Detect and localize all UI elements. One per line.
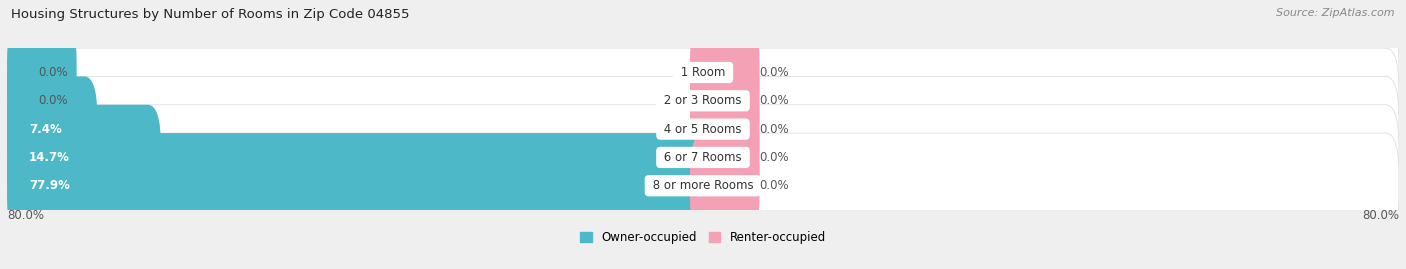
Text: 6 or 7 Rooms: 6 or 7 Rooms bbox=[661, 151, 745, 164]
Text: 77.9%: 77.9% bbox=[28, 179, 70, 192]
Text: 14.7%: 14.7% bbox=[28, 151, 70, 164]
Text: 0.0%: 0.0% bbox=[38, 94, 67, 107]
Text: 0.0%: 0.0% bbox=[759, 151, 789, 164]
FancyBboxPatch shape bbox=[7, 20, 76, 125]
FancyBboxPatch shape bbox=[690, 133, 759, 238]
Text: 4 or 5 Rooms: 4 or 5 Rooms bbox=[661, 123, 745, 136]
FancyBboxPatch shape bbox=[690, 105, 759, 210]
Text: 1 Room: 1 Room bbox=[676, 66, 730, 79]
Text: 7.4%: 7.4% bbox=[28, 123, 62, 136]
Legend: Owner-occupied, Renter-occupied: Owner-occupied, Renter-occupied bbox=[575, 227, 831, 249]
FancyBboxPatch shape bbox=[7, 133, 1399, 238]
FancyBboxPatch shape bbox=[7, 105, 1399, 210]
FancyBboxPatch shape bbox=[7, 105, 162, 210]
Text: 0.0%: 0.0% bbox=[38, 66, 67, 79]
FancyBboxPatch shape bbox=[7, 48, 1399, 154]
FancyBboxPatch shape bbox=[7, 133, 711, 238]
Text: 0.0%: 0.0% bbox=[759, 123, 789, 136]
Text: Source: ZipAtlas.com: Source: ZipAtlas.com bbox=[1277, 8, 1395, 18]
FancyBboxPatch shape bbox=[690, 20, 759, 125]
Text: 0.0%: 0.0% bbox=[759, 94, 789, 107]
Text: 8 or more Rooms: 8 or more Rooms bbox=[648, 179, 758, 192]
Text: 80.0%: 80.0% bbox=[7, 209, 44, 222]
FancyBboxPatch shape bbox=[690, 48, 759, 154]
Text: 0.0%: 0.0% bbox=[759, 179, 789, 192]
FancyBboxPatch shape bbox=[690, 76, 759, 182]
FancyBboxPatch shape bbox=[7, 20, 1399, 125]
FancyBboxPatch shape bbox=[7, 76, 97, 182]
FancyBboxPatch shape bbox=[7, 48, 76, 154]
Text: 2 or 3 Rooms: 2 or 3 Rooms bbox=[661, 94, 745, 107]
Text: 80.0%: 80.0% bbox=[1362, 209, 1399, 222]
Text: 0.0%: 0.0% bbox=[759, 66, 789, 79]
FancyBboxPatch shape bbox=[7, 76, 1399, 182]
Text: Housing Structures by Number of Rooms in Zip Code 04855: Housing Structures by Number of Rooms in… bbox=[11, 8, 409, 21]
